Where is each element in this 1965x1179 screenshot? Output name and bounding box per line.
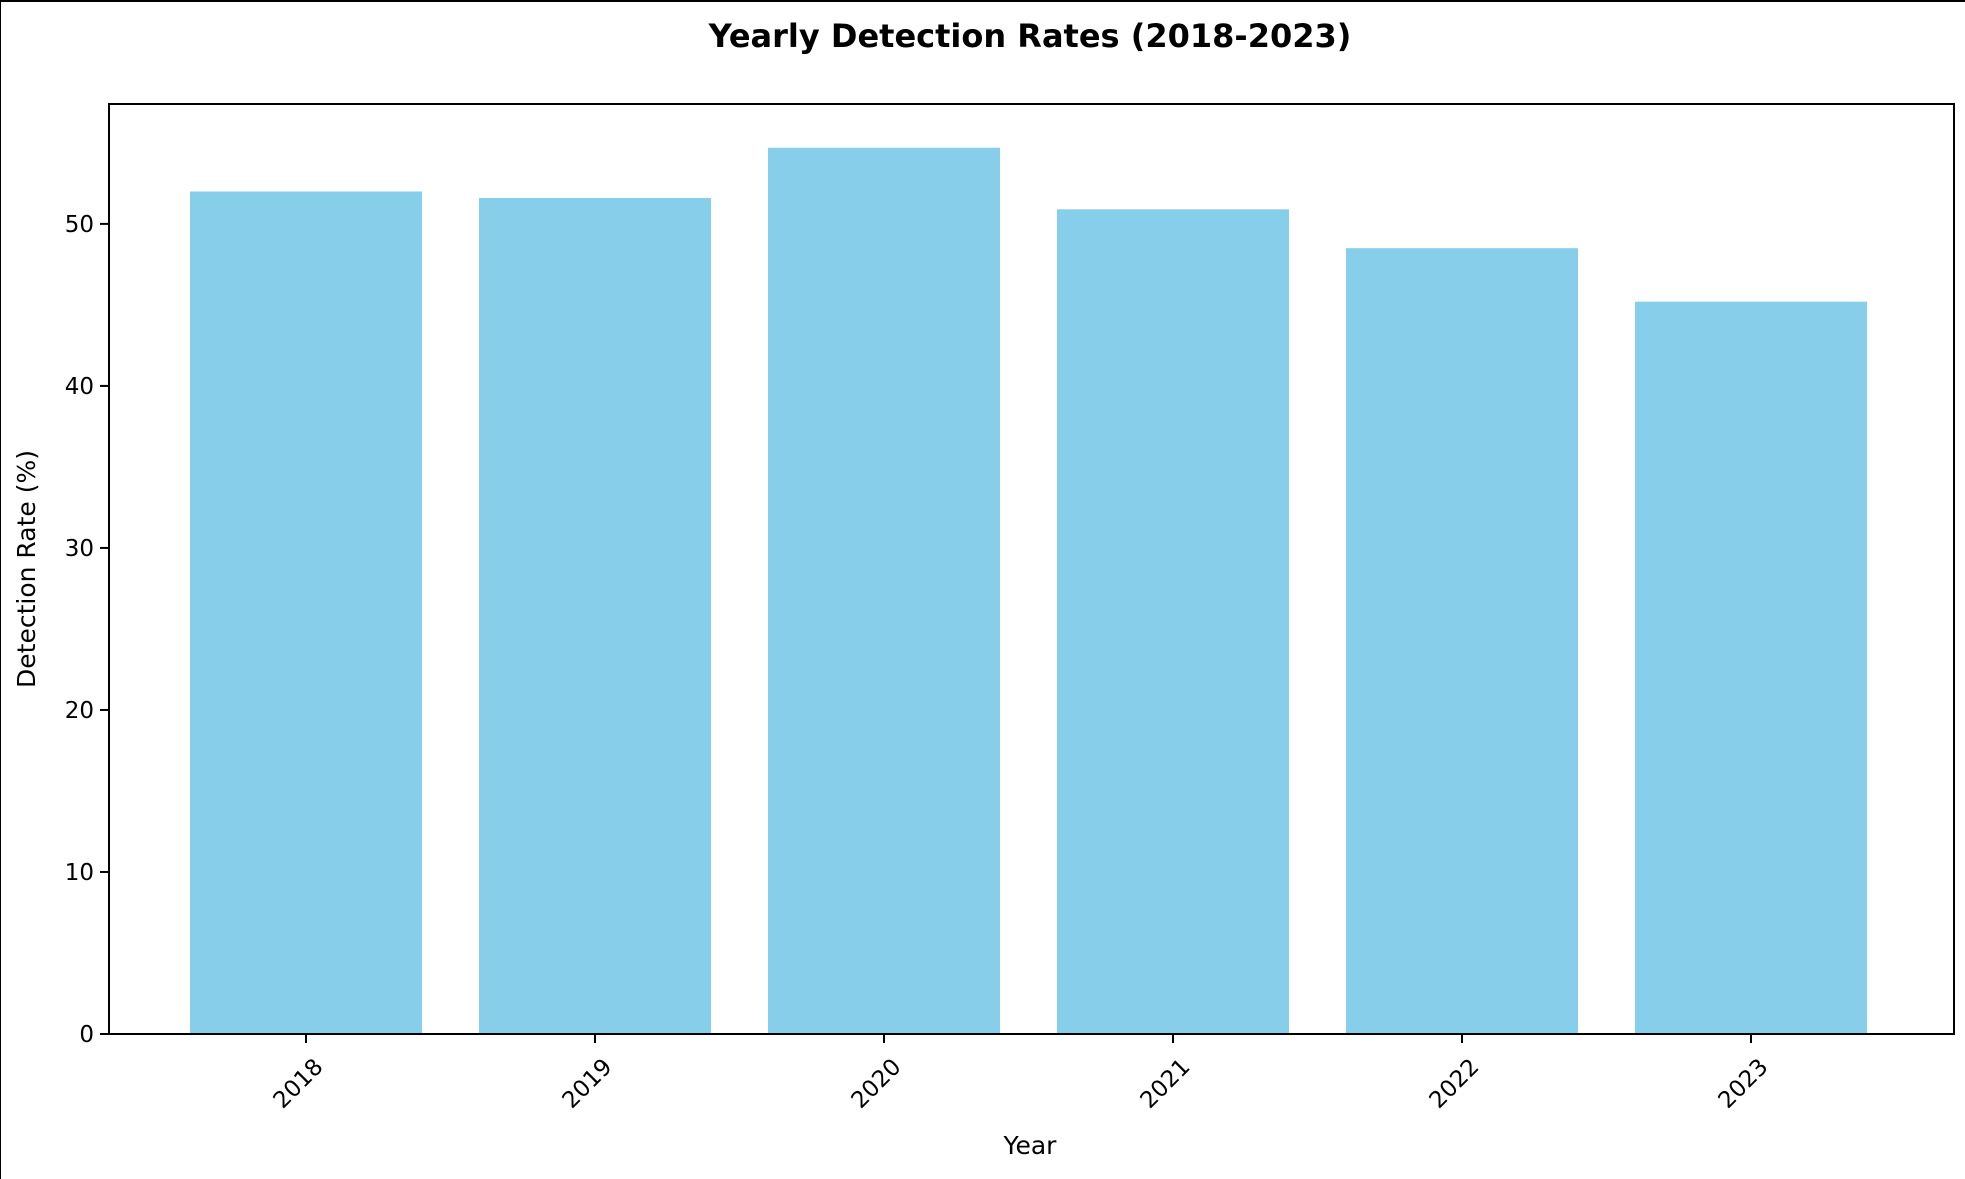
- x-tick-label-2019: 2019: [558, 1054, 618, 1114]
- chart-title: Yearly Detection Rates (2018-2023): [708, 17, 1352, 55]
- y-tick-label-30: 30: [65, 536, 94, 562]
- plot-area-frame: [108, 103, 1955, 1035]
- x-axis: 2018 2019 2020 2021 2022 2023: [269, 1034, 1774, 1114]
- x-tick-label-2021: 2021: [1136, 1054, 1196, 1114]
- bar-2020: [768, 147, 1000, 1034]
- x-axis-label: Year: [1003, 1131, 1058, 1160]
- y-tick-label-0: 0: [79, 1022, 94, 1048]
- bar-2019: [479, 197, 711, 1035]
- x-tick-label-2023: 2023: [1714, 1054, 1774, 1114]
- y-tick-label-10: 10: [65, 860, 94, 886]
- y-tick-label-50: 50: [65, 212, 94, 238]
- bar-2022: [1346, 248, 1578, 1034]
- x-tick-label-2018: 2018: [269, 1054, 329, 1114]
- bars-group: [190, 147, 1867, 1035]
- bar-2023: [1635, 301, 1867, 1034]
- bar-2021: [1057, 209, 1289, 1034]
- bar-2018: [190, 191, 422, 1035]
- x-tick-label-2022: 2022: [1425, 1054, 1485, 1114]
- y-axis: 0 10 20 30 40 50: [65, 212, 109, 1048]
- x-tick-label-2020: 2020: [847, 1054, 907, 1114]
- y-tick-label-40: 40: [65, 374, 94, 400]
- window-left-border: [0, 0, 1, 1179]
- y-tick-label-20: 20: [65, 698, 94, 724]
- window-top-border: [0, 0, 1965, 2]
- y-axis-label: Detection Rate (%): [12, 450, 41, 688]
